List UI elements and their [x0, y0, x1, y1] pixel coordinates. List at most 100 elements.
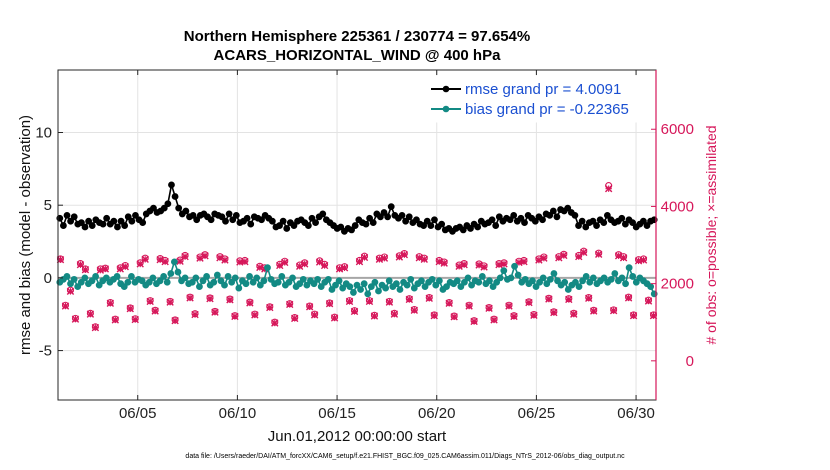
rmse-point-46: [222, 217, 229, 225]
bias-point-11: [95, 281, 103, 289]
bias-point-59: [267, 275, 275, 283]
rmse-point-81: [348, 226, 355, 234]
bias-point-104: [428, 275, 436, 283]
rmse-point-82: [351, 222, 359, 229]
assimilated-marker-42: [266, 303, 274, 312]
assimilated-marker-7: [91, 323, 100, 332]
assimilated-marker-10: [106, 299, 115, 308]
bias-point-18: [120, 283, 128, 291]
chart-title-line1: Northern Hemisphere 225361 / 230774 = 97…: [184, 28, 530, 45]
assimilated-marker-6: [86, 310, 95, 318]
assimilated-marker-69: [400, 250, 409, 259]
rmse-point-20: [128, 217, 136, 225]
bias-point-97: [403, 281, 411, 289]
rmse-point-73: [319, 210, 327, 218]
rmse-point-4: [70, 213, 78, 221]
bias-point-84: [357, 286, 364, 293]
rmse-point-6: [78, 219, 85, 227]
rmse-point-90: [380, 209, 388, 216]
bias-point-134: [536, 278, 544, 286]
assimilated-marker-3: [71, 315, 80, 323]
bias-point-73: [317, 283, 325, 291]
rmse-point-138: [553, 213, 561, 221]
assimilated-marker-53: [320, 261, 329, 270]
bias-point-76: [328, 286, 336, 293]
bias-point-56: [256, 281, 264, 289]
y-left-tick-label-2: 5: [44, 197, 52, 214]
rmse-point-157: [621, 220, 629, 228]
assimilated-marker-63: [370, 312, 379, 320]
bias-point-28: [156, 277, 164, 285]
assimilated-marker-25: [181, 252, 189, 261]
rmse-point-145: [578, 217, 586, 225]
legend-bias-label: bias grand pr = -0.22365: [465, 101, 629, 118]
bias-point-124: [500, 267, 508, 275]
bias-point-30: [163, 278, 171, 286]
x-tick-label-4: 06/25: [518, 405, 556, 422]
bias-point-52: [242, 280, 250, 288]
bias-point-9: [88, 277, 96, 285]
assimilated-marker-114: [624, 294, 633, 302]
assimilated-marker-39: [251, 311, 259, 319]
bias-point-148: [586, 278, 594, 286]
bias-point-57: [260, 277, 268, 285]
bias-point-68: [299, 275, 307, 283]
assimilated-marker-72: [415, 254, 423, 262]
rmse-point-42: [207, 216, 215, 224]
assimilated-marker-108: [594, 250, 603, 258]
y-axis-left-ticks: -5 0 5 10: [35, 125, 63, 360]
bias-point-115: [468, 281, 475, 289]
rmse-point-23: [139, 219, 147, 227]
rmse-point-65: [290, 222, 298, 229]
bias-point-32: [170, 258, 178, 266]
assimilated-marker-87: [490, 316, 498, 324]
assimilated-marker-23: [171, 316, 179, 325]
x-tick-label-3: 06/20: [418, 405, 456, 422]
y-right-tick-label-2: 4000: [661, 198, 694, 215]
assimilated-marker-95: [530, 311, 538, 319]
bias-point-46: [221, 281, 228, 289]
bias-point-5: [74, 283, 82, 291]
x-tick-label-0: 06/05: [119, 405, 157, 422]
assimilated-marker-5: [81, 266, 90, 274]
rmse-point-63: [283, 225, 291, 232]
bias-point-54: [249, 278, 257, 286]
bias-point-121: [489, 283, 497, 291]
bias-point-146: [579, 277, 586, 285]
assimilated-marker-86: [485, 304, 493, 313]
bias-point-82: [350, 289, 357, 296]
bias-point-25: [145, 278, 153, 286]
bias-point-39: [196, 283, 203, 291]
rmse-point-96: [402, 217, 410, 225]
assimilated-marker-98: [545, 295, 553, 303]
rmse-point-2: [63, 211, 71, 219]
assimilated-marker-31: [211, 308, 219, 316]
rmse-point-132: [531, 217, 539, 225]
bias-point-142: [564, 286, 572, 293]
rmse-point-32: [171, 193, 179, 200]
y-right-tick-label-1: 2000: [661, 276, 694, 293]
assimilated-marker-102: [565, 295, 573, 304]
obs-count-markers: [56, 106, 658, 332]
rmse-point-15: [110, 217, 118, 225]
bias-point-94: [392, 280, 400, 288]
y-right-tick-label-0: 0: [686, 353, 694, 370]
assimilated-marker-103: [570, 310, 578, 318]
bias-point-3: [67, 280, 74, 288]
assimilated-marker-78: [445, 299, 453, 308]
bias-point-45: [217, 277, 225, 285]
rmse-point-45: [218, 213, 226, 221]
rmse-point-104: [431, 216, 438, 224]
rmse-point-141: [564, 204, 572, 212]
bias-point-108: [443, 283, 450, 291]
assimilated-marker-27: [191, 310, 199, 319]
rmse-point-143: [571, 211, 579, 219]
assimilated-marker-15: [131, 315, 139, 324]
bias-point-64: [285, 278, 293, 286]
assimilated-marker-91: [510, 312, 518, 321]
assimilated-marker-18: [146, 297, 154, 306]
rmse-point-128: [517, 214, 525, 222]
assimilated-marker-83: [470, 317, 478, 326]
assimilated-marker-58: [345, 297, 354, 306]
assimilated-marker-57: [340, 264, 349, 272]
